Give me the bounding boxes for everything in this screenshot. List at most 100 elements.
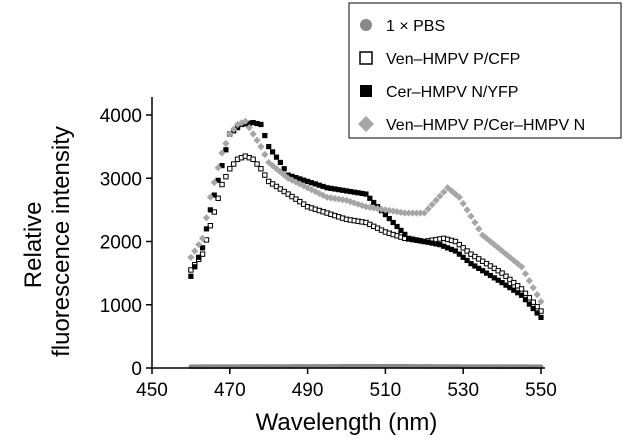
y-tick-label: 2000 bbox=[100, 233, 142, 254]
data-point bbox=[211, 192, 217, 198]
data-point bbox=[464, 248, 470, 254]
x-tick-label: 530 bbox=[447, 380, 479, 401]
data-point bbox=[269, 149, 276, 155]
data-point bbox=[262, 172, 268, 178]
data-point bbox=[307, 186, 316, 194]
x-axis-title: Wavelength (nm) bbox=[256, 409, 438, 436]
legend-marker bbox=[358, 116, 374, 132]
data-point bbox=[227, 166, 233, 172]
data-point bbox=[480, 268, 486, 274]
data-point bbox=[436, 192, 444, 200]
data-point bbox=[300, 182, 308, 190]
data-point bbox=[437, 242, 443, 248]
data-point bbox=[398, 227, 404, 234]
data-point bbox=[336, 187, 342, 193]
data-point bbox=[515, 290, 521, 296]
data-point bbox=[460, 254, 466, 260]
data-point bbox=[241, 117, 249, 125]
data-point bbox=[219, 181, 225, 188]
data-point bbox=[297, 176, 303, 182]
data-point bbox=[521, 270, 530, 278]
data-point bbox=[441, 243, 447, 249]
data-point bbox=[195, 241, 203, 249]
data-point bbox=[495, 277, 501, 283]
data-point bbox=[471, 218, 479, 227]
y-ticks: 0 1000 2000 3000 4000 bbox=[100, 106, 152, 380]
data-point bbox=[382, 212, 388, 218]
data-point bbox=[355, 190, 361, 196]
data-point bbox=[425, 239, 431, 245]
data-point bbox=[249, 130, 257, 138]
data-point bbox=[511, 279, 517, 286]
data-point bbox=[420, 209, 428, 217]
data-point bbox=[331, 194, 339, 203]
data-point bbox=[237, 119, 246, 127]
data-point bbox=[268, 162, 277, 170]
data-point bbox=[424, 205, 432, 213]
legend-label: Ven–HMPV P/Cer–HMPV N bbox=[386, 117, 585, 134]
data-point bbox=[305, 178, 311, 185]
data-point bbox=[476, 265, 482, 271]
data-point bbox=[417, 238, 424, 244]
data-point bbox=[284, 174, 292, 182]
legend-label: 1 × PBS bbox=[386, 18, 445, 35]
data-point bbox=[452, 248, 459, 254]
series-n_yfp bbox=[188, 119, 544, 320]
data-point bbox=[351, 189, 357, 195]
legend-box bbox=[348, 2, 622, 139]
data-points bbox=[187, 117, 545, 370]
data-point bbox=[514, 283, 521, 289]
data-point bbox=[293, 175, 299, 181]
y-tick-label: 4000 bbox=[100, 106, 142, 127]
data-point bbox=[499, 270, 505, 276]
data-point bbox=[530, 305, 536, 312]
data-point bbox=[230, 161, 237, 167]
data-point bbox=[533, 291, 541, 299]
data-point bbox=[428, 201, 436, 209]
x-tick-label: 490 bbox=[292, 380, 324, 401]
data-point bbox=[406, 235, 412, 241]
data-point bbox=[371, 199, 377, 206]
data-point bbox=[258, 121, 264, 128]
data-point bbox=[222, 139, 230, 148]
data-point bbox=[198, 234, 207, 242]
data-point bbox=[514, 260, 522, 268]
data-point bbox=[207, 207, 213, 213]
data-point bbox=[277, 159, 283, 166]
data-point bbox=[343, 188, 350, 194]
data-point bbox=[308, 180, 315, 186]
data-point bbox=[412, 209, 421, 217]
legend-label: Cer–HMPV N/YFP bbox=[386, 84, 518, 101]
data-point bbox=[324, 185, 330, 191]
data-point bbox=[188, 267, 194, 273]
data-point bbox=[320, 183, 326, 190]
data-point bbox=[347, 188, 353, 195]
data-point bbox=[526, 301, 532, 307]
data-point bbox=[463, 206, 471, 214]
y-axis-title: Relative fluorescence intensity bbox=[20, 126, 75, 357]
data-point bbox=[203, 226, 210, 232]
data-point bbox=[254, 161, 260, 167]
data-point bbox=[475, 225, 483, 233]
data-point bbox=[538, 314, 544, 320]
data-point bbox=[359, 190, 365, 197]
legend-item-n_yfp: Cer–HMPV N/YFP bbox=[360, 84, 518, 101]
x-tick-label: 450 bbox=[136, 380, 168, 401]
data-point bbox=[223, 173, 229, 180]
data-point bbox=[363, 191, 369, 197]
data-point bbox=[499, 280, 505, 286]
series-p_n bbox=[187, 117, 545, 306]
data-point bbox=[191, 247, 199, 255]
x-tick-label: 470 bbox=[214, 380, 246, 401]
data-point bbox=[223, 147, 229, 153]
data-point bbox=[445, 245, 451, 251]
data-point bbox=[410, 236, 416, 242]
data-point bbox=[367, 195, 373, 201]
data-point bbox=[316, 182, 322, 188]
data-point bbox=[482, 234, 491, 242]
y-axis-title-line-1: Relative bbox=[20, 201, 47, 288]
data-point bbox=[207, 222, 214, 229]
data-point bbox=[483, 270, 490, 276]
x-tick-label: 510 bbox=[370, 380, 402, 401]
